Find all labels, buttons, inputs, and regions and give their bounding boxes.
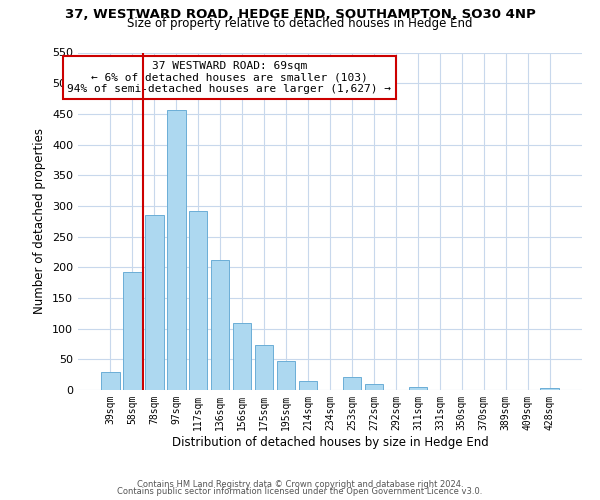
X-axis label: Distribution of detached houses by size in Hedge End: Distribution of detached houses by size …: [172, 436, 488, 448]
Bar: [123, 272, 142, 390]
Bar: [343, 376, 361, 390]
Text: Contains public sector information licensed under the Open Government Licence v3: Contains public sector information licen…: [118, 487, 482, 496]
Bar: [211, 260, 229, 390]
Bar: [101, 372, 119, 390]
Bar: [145, 215, 164, 390]
Bar: [277, 361, 295, 390]
Y-axis label: Number of detached properties: Number of detached properties: [34, 128, 46, 314]
Bar: [233, 322, 251, 390]
Bar: [409, 387, 427, 390]
Text: 37, WESTWARD ROAD, HEDGE END, SOUTHAMPTON, SO30 4NP: 37, WESTWARD ROAD, HEDGE END, SOUTHAMPTO…: [65, 8, 535, 20]
Bar: [541, 388, 559, 390]
Bar: [365, 384, 383, 390]
Bar: [255, 344, 274, 390]
Bar: [167, 110, 185, 390]
Text: 37 WESTWARD ROAD: 69sqm
← 6% of detached houses are smaller (103)
94% of semi-de: 37 WESTWARD ROAD: 69sqm ← 6% of detached…: [67, 61, 391, 94]
Bar: [189, 212, 208, 390]
Text: Size of property relative to detached houses in Hedge End: Size of property relative to detached ho…: [127, 16, 473, 30]
Text: Contains HM Land Registry data © Crown copyright and database right 2024.: Contains HM Land Registry data © Crown c…: [137, 480, 463, 489]
Bar: [299, 382, 317, 390]
